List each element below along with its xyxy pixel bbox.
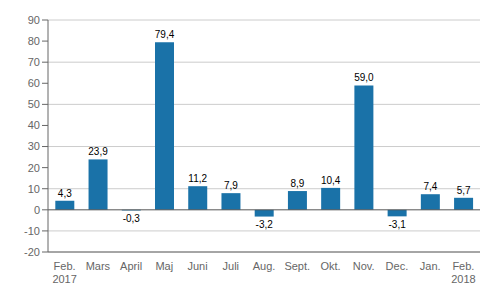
svg-text:70: 70	[28, 56, 40, 68]
svg-text:60: 60	[28, 77, 40, 89]
svg-text:40: 40	[28, 119, 40, 131]
svg-text:-0,3: -0,3	[123, 213, 141, 224]
svg-text:Sept.: Sept.	[284, 260, 310, 272]
svg-text:-10: -10	[24, 225, 40, 237]
svg-text:Nov.: Nov.	[353, 260, 375, 272]
svg-text:7,4: 7,4	[423, 181, 437, 192]
svg-text:Jan.: Jan.	[420, 260, 441, 272]
svg-text:20: 20	[28, 162, 40, 174]
svg-text:April: April	[120, 260, 142, 272]
svg-text:30: 30	[28, 140, 40, 152]
svg-text:-20: -20	[24, 246, 40, 258]
svg-text:59,0: 59,0	[354, 72, 374, 83]
svg-text:8,9: 8,9	[290, 178, 304, 189]
svg-text:10,4: 10,4	[321, 175, 341, 186]
svg-text:5,7: 5,7	[457, 185, 471, 196]
svg-text:23,9: 23,9	[88, 146, 108, 157]
svg-text:Aug.: Aug.	[253, 260, 276, 272]
svg-text:Feb.2017: Feb.2017	[52, 260, 76, 285]
svg-text:80: 80	[28, 35, 40, 47]
svg-text:Juli: Juli	[223, 260, 240, 272]
svg-text:-3,1: -3,1	[389, 219, 407, 230]
svg-text:10: 10	[28, 183, 40, 195]
svg-text:4,3: 4,3	[58, 188, 72, 199]
svg-text:0: 0	[34, 204, 40, 216]
svg-text:-3,2: -3,2	[256, 219, 274, 230]
svg-text:79,4: 79,4	[155, 29, 175, 40]
svg-text:Okt.: Okt.	[320, 260, 340, 272]
svg-text:7,9: 7,9	[224, 180, 238, 191]
svg-text:11,2: 11,2	[188, 173, 207, 184]
svg-text:Mars: Mars	[86, 260, 111, 272]
svg-text:90: 90	[28, 14, 40, 26]
svg-text:Feb.2018: Feb.2018	[451, 260, 475, 285]
svg-text:Juni: Juni	[187, 260, 207, 272]
svg-text:Maj: Maj	[155, 260, 173, 272]
svg-text:Dec.: Dec.	[386, 260, 409, 272]
svg-text:50: 50	[28, 98, 40, 110]
